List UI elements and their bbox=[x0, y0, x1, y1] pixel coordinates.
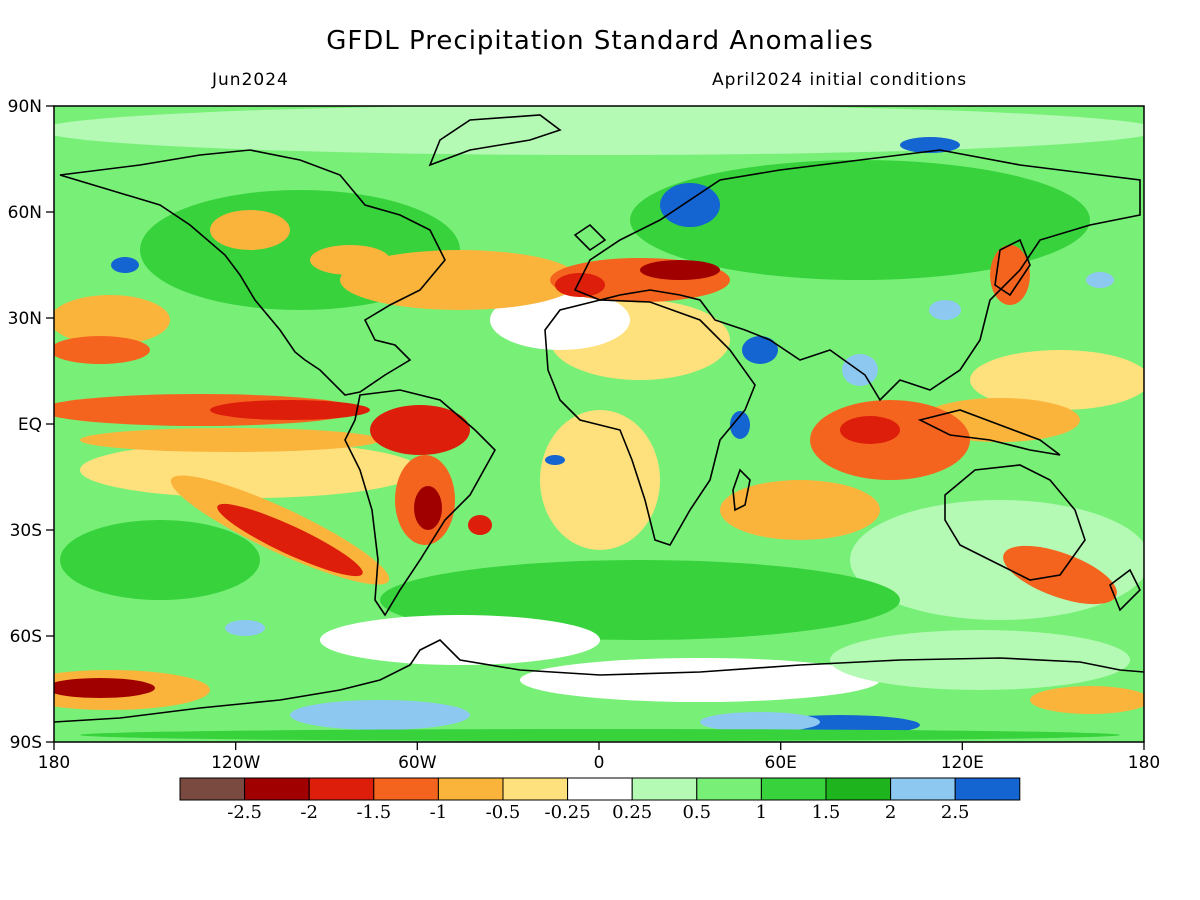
lat-label-eq: EQ bbox=[18, 415, 42, 435]
colorbar-swatch bbox=[244, 777, 310, 801]
colorbar-label: 1 bbox=[756, 802, 767, 823]
lat-label-30n: 30N bbox=[8, 309, 42, 329]
initial-conditions-label: April2024 initial conditions bbox=[712, 70, 968, 90]
colorbar-label: 2.5 bbox=[941, 802, 970, 823]
anomaly-field bbox=[54, 106, 1144, 742]
colorbar-label: -1 bbox=[430, 802, 448, 823]
colorbar-label: 2 bbox=[885, 802, 896, 823]
coastline-british-isles bbox=[573, 223, 607, 252]
coastline-australia bbox=[944, 464, 1086, 581]
lat-label-90n: 90N bbox=[8, 97, 42, 117]
colorbar-swatch bbox=[502, 777, 569, 801]
colorbar-swatch bbox=[631, 777, 698, 801]
lon-label-0: 0 bbox=[594, 753, 605, 773]
coastline-eurasia bbox=[573, 149, 1141, 402]
lon-label-180-east: 180 bbox=[1128, 753, 1160, 773]
lon-label-180-west: 180 bbox=[38, 753, 70, 773]
colorbar-label: 0.5 bbox=[682, 802, 711, 823]
colorbar-swatch bbox=[760, 777, 827, 801]
colorbar-swatch bbox=[954, 777, 1021, 801]
colorbar-swatch bbox=[825, 777, 892, 801]
lat-label-30s: 30S bbox=[10, 521, 42, 541]
colorbar-label: -2 bbox=[300, 802, 318, 823]
colorbar-label: -2.5 bbox=[227, 802, 262, 823]
colorbar: -2.5 -2 -1.5 -1 -0.5 -0.25 0.25 0.5 1 1.5 2 2.5 bbox=[179, 777, 1021, 823]
coastline-maritime-continent bbox=[917, 409, 1061, 456]
chart-title: GFDL Precipitation Standard Anomalies bbox=[326, 26, 874, 56]
colorbar-swatch bbox=[308, 777, 375, 801]
colorbar-label: 0.25 bbox=[612, 802, 652, 823]
axis-ticks bbox=[46, 105, 1145, 750]
colorbar-label: 1.5 bbox=[812, 802, 841, 823]
field-blobs bbox=[54, 106, 1144, 741]
coastline-madagascar bbox=[732, 468, 751, 512]
colorbar-label: -1.5 bbox=[356, 802, 391, 823]
lon-label-60w: 60W bbox=[398, 753, 437, 773]
lat-label-60s: 60S bbox=[10, 627, 42, 647]
coastline-antarctica bbox=[54, 639, 1144, 723]
coastline-greenland bbox=[428, 114, 562, 167]
lon-label-60e: 60E bbox=[765, 753, 797, 773]
lat-label-90s: 90S bbox=[10, 733, 42, 753]
colorbar-label: -0.5 bbox=[486, 802, 521, 823]
coastline-north-america bbox=[59, 149, 446, 396]
lon-label-120w: 120W bbox=[211, 753, 260, 773]
lon-label-120e: 120E bbox=[941, 753, 984, 773]
colorbar-swatch bbox=[696, 777, 762, 801]
colorbar-swatch bbox=[567, 777, 633, 801]
coastline-africa bbox=[544, 299, 756, 546]
forecast-month-label: Jun2024 bbox=[212, 70, 289, 90]
colorbar-label: -0.25 bbox=[545, 802, 591, 823]
colorbar-swatch bbox=[179, 777, 246, 801]
colorbar-swatch bbox=[437, 777, 504, 801]
colorbar-swatch bbox=[890, 777, 956, 801]
coastlines bbox=[54, 114, 1144, 723]
coastline-japan bbox=[994, 238, 1031, 297]
coastline-south-america bbox=[344, 389, 496, 617]
lat-label-60n: 60N bbox=[8, 203, 42, 223]
colorbar-swatch bbox=[373, 777, 439, 801]
coastline-new-zealand bbox=[1109, 568, 1141, 612]
